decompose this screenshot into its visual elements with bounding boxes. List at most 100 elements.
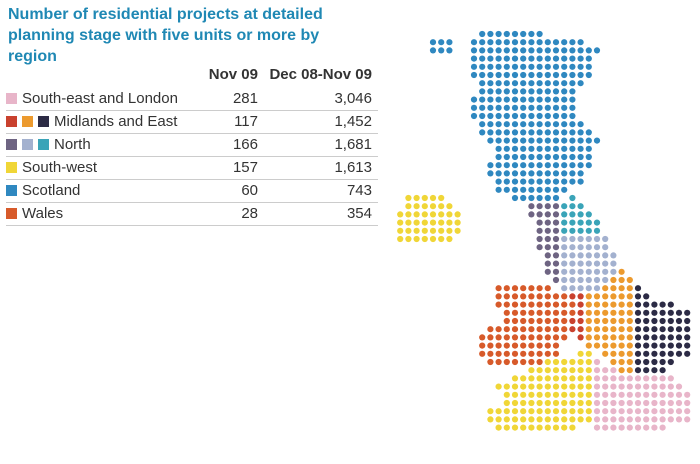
map-dot [520, 309, 527, 316]
map-dot [503, 301, 510, 308]
map-dot [618, 408, 625, 415]
map-dot [585, 235, 592, 243]
map-dot [544, 358, 551, 366]
map-dot [536, 71, 543, 79]
map-dot [569, 375, 576, 382]
map-dot [684, 342, 691, 349]
map-dot [659, 334, 666, 341]
map-dot [552, 358, 560, 366]
swatch [38, 139, 49, 150]
map-dot [593, 244, 601, 251]
map-dot [544, 55, 551, 62]
map-dot [569, 178, 576, 185]
map-dot [610, 399, 617, 407]
map-dot [569, 96, 576, 103]
map-dot [667, 301, 674, 308]
map-dot [536, 170, 543, 177]
map-dot [495, 104, 502, 111]
cell-value: 117 [234, 113, 258, 130]
map-dot [503, 326, 510, 333]
map-dot [520, 63, 527, 70]
map-dot [659, 375, 666, 382]
map-dot [602, 350, 609, 357]
map-dot [593, 391, 601, 398]
map-dot [536, 301, 543, 308]
map-dot [569, 104, 576, 111]
swatch [22, 139, 33, 150]
map-dot [577, 375, 584, 382]
map-dot [429, 39, 437, 46]
map-dot [561, 80, 568, 87]
map-dot [577, 334, 584, 341]
map-dot [544, 80, 551, 87]
map-dot [626, 334, 633, 341]
map-dot [536, 153, 543, 161]
map-dot [561, 129, 568, 136]
map-dot [626, 358, 633, 366]
map-dot [569, 309, 576, 316]
map-dot [470, 47, 478, 54]
map-dot [651, 317, 658, 325]
map-dot [520, 80, 527, 87]
map-dot [610, 317, 617, 325]
map-dot [561, 317, 568, 325]
map-dot [577, 227, 584, 234]
map-dot [528, 145, 535, 152]
map-dot [561, 334, 568, 341]
map-dot [446, 219, 453, 226]
map-dot [593, 358, 601, 366]
map-dot [610, 408, 617, 415]
map-dot [667, 350, 674, 357]
map-dot [552, 350, 560, 357]
map-dot [577, 301, 584, 308]
map-dot [667, 317, 674, 325]
cell-value: 166 [232, 136, 258, 153]
map-dot [651, 358, 658, 366]
map-dot [520, 178, 527, 185]
map-dot [561, 71, 568, 79]
map-dot [593, 285, 601, 292]
cell-value: 28 [241, 205, 258, 222]
map-dot [577, 350, 584, 357]
map-dot [421, 235, 428, 243]
map-dot [479, 88, 486, 95]
map-dot [569, 88, 576, 95]
cell-value: 743 [346, 182, 372, 199]
map-dot [495, 55, 502, 62]
map-dot [470, 55, 478, 62]
map-dot [413, 219, 420, 226]
map-dot [561, 276, 568, 284]
map-dot [684, 416, 691, 423]
map-dot [659, 309, 666, 316]
map-dot [585, 71, 592, 79]
map-dot [528, 104, 535, 111]
map-dot [495, 112, 502, 120]
map-dot [561, 203, 568, 210]
map-dot [454, 227, 461, 234]
map-dot [667, 358, 674, 366]
map-dot [618, 375, 625, 382]
map-dot [610, 326, 617, 333]
map-dot [561, 137, 568, 144]
map-dot [552, 129, 560, 136]
map-dot [511, 96, 519, 103]
map-dot [552, 137, 560, 144]
map-dot [634, 391, 642, 398]
map-dot [405, 227, 412, 234]
map-dot [552, 71, 560, 79]
map-dot [536, 342, 543, 349]
map-dot [536, 96, 543, 103]
map-dot [618, 342, 625, 349]
map-dot [569, 367, 576, 374]
map-dot [495, 88, 502, 95]
table-row: North 166 1,681 [6, 133, 378, 157]
map-dot [511, 112, 519, 120]
map-dot [544, 260, 551, 267]
map-dot [593, 309, 601, 316]
map-dot [528, 391, 535, 398]
map-dot [585, 285, 592, 292]
map-dot [552, 104, 560, 111]
map-dot [520, 350, 527, 357]
map-dot [528, 162, 535, 169]
map-dot [520, 47, 527, 54]
